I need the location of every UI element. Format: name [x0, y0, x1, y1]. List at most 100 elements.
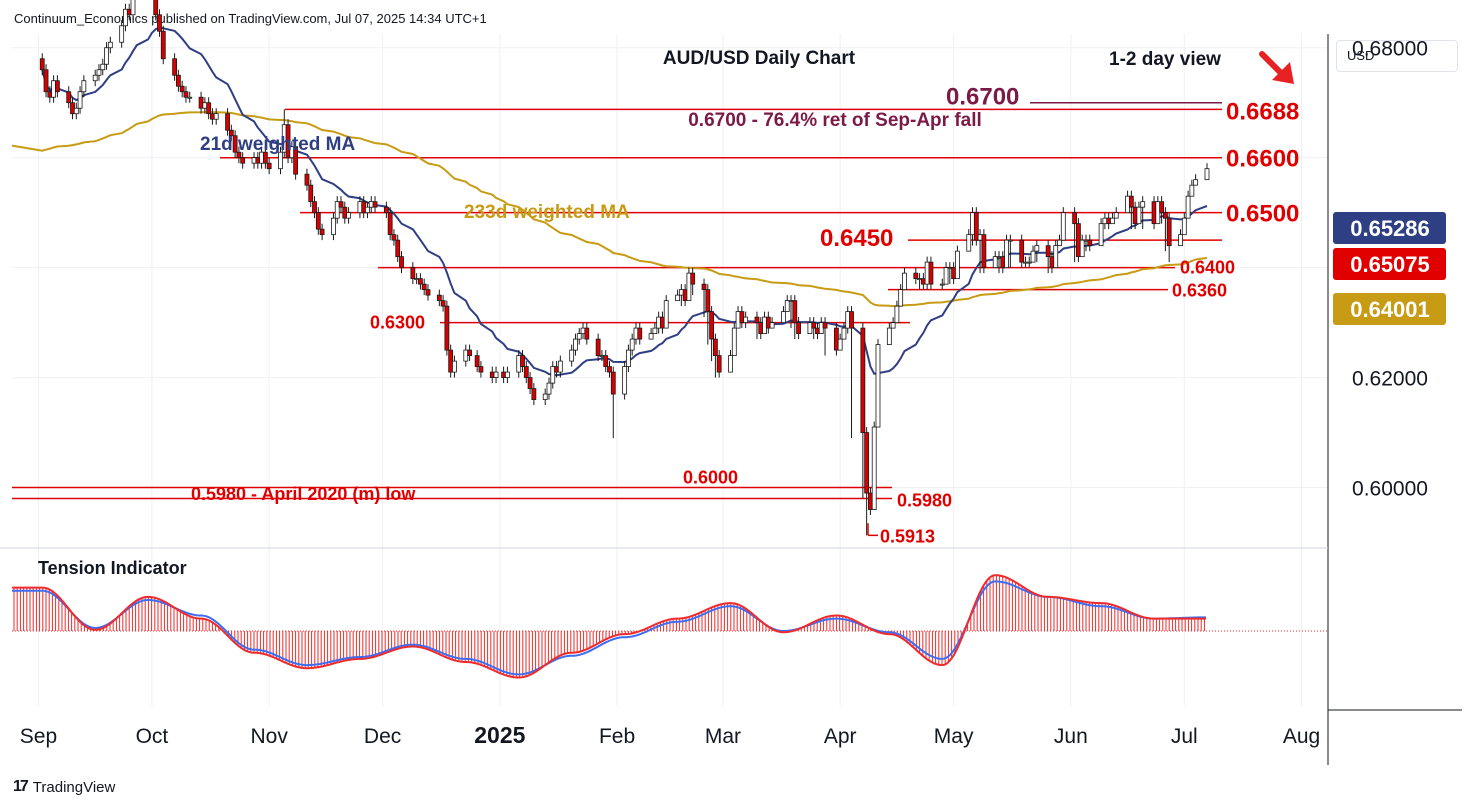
candle	[232, 130, 238, 158]
y-tick-label: 0.62000	[1352, 368, 1428, 391]
candle	[898, 284, 904, 307]
candle	[822, 317, 828, 356]
candle	[92, 69, 98, 87]
candle	[784, 295, 790, 313]
x-tick-label: Dec	[364, 725, 401, 748]
candle	[622, 361, 628, 400]
level-label-06400: 0.6400	[1180, 258, 1235, 278]
level-label-06450: 0.6450	[820, 225, 893, 252]
candle	[81, 75, 87, 98]
candle	[293, 141, 299, 180]
tradingview-logo[interactable]: 17 TradingView	[13, 778, 115, 796]
candle	[943, 262, 949, 285]
level-label-05913: 0.5913	[880, 526, 935, 546]
candle	[781, 306, 786, 324]
candle	[444, 300, 450, 356]
candle	[1045, 240, 1051, 274]
annotation-ma21: 21d weighted MA	[200, 134, 355, 155]
candle	[77, 86, 83, 114]
candle	[576, 328, 582, 345]
annotation-ma233: 233d weighted MA	[464, 202, 630, 223]
candle	[610, 366, 616, 439]
candle	[796, 317, 801, 340]
candle	[1072, 207, 1078, 263]
price-badge: 0.65286	[1333, 212, 1446, 244]
candle	[395, 234, 401, 263]
arrow-down-right-icon	[1259, 51, 1294, 84]
candle	[387, 207, 393, 241]
candle	[886, 322, 892, 345]
candle	[1113, 207, 1119, 219]
candle	[1128, 190, 1134, 230]
candle	[346, 207, 351, 224]
candle	[894, 300, 900, 324]
candle	[871, 421, 877, 510]
candle	[811, 317, 817, 340]
candle	[1030, 245, 1036, 263]
level-label-06360: 0.6360	[1172, 281, 1227, 301]
candle	[626, 344, 631, 373]
tradingview-brand: TradingView	[32, 778, 116, 796]
candle	[992, 251, 998, 269]
tradingview-icon: 17	[13, 778, 29, 795]
level-label-05980: 0.5980	[897, 491, 952, 511]
candle	[187, 91, 193, 103]
candle	[467, 344, 472, 362]
candle	[278, 146, 283, 175]
candle	[595, 333, 601, 362]
candle	[792, 295, 798, 340]
candle	[712, 333, 718, 378]
candle	[1159, 196, 1165, 224]
candle	[584, 322, 590, 345]
candle	[637, 322, 643, 345]
candle	[100, 58, 106, 76]
candle	[266, 157, 272, 175]
candle	[474, 350, 480, 373]
candle	[1162, 207, 1168, 252]
price-badge-text: 0.64001	[1350, 297, 1430, 322]
candles	[39, 0, 1210, 536]
candle	[913, 267, 919, 285]
candle	[399, 251, 404, 274]
candle	[837, 333, 843, 351]
candle	[875, 339, 881, 428]
candle	[603, 350, 609, 373]
level-label-06688: 0.6688	[1226, 98, 1299, 125]
y-tick-label: 0.60000	[1352, 478, 1428, 501]
candle	[410, 262, 416, 285]
candle	[1140, 196, 1146, 230]
candle	[663, 295, 669, 329]
candle	[104, 42, 109, 70]
candle	[890, 317, 896, 329]
candle	[1087, 234, 1093, 252]
candle	[315, 207, 321, 235]
candle	[334, 196, 340, 224]
candle	[1019, 234, 1025, 268]
candle	[1034, 240, 1040, 263]
currency-label: USD	[1347, 48, 1375, 63]
candle	[546, 377, 552, 400]
x-tick-label: Jul	[1171, 725, 1198, 748]
candle	[54, 75, 60, 98]
candle	[701, 278, 707, 318]
candle	[391, 229, 397, 246]
candle	[1004, 234, 1009, 269]
candle	[1189, 179, 1195, 197]
candle	[383, 201, 389, 219]
currency-selector[interactable]: USD	[1336, 40, 1458, 72]
candle	[1185, 190, 1191, 219]
candle	[262, 146, 268, 169]
candle	[73, 102, 79, 120]
candle	[157, 9, 162, 37]
price-badge-text: 0.65286	[1350, 216, 1430, 241]
level-label-06500: 0.6500	[1226, 201, 1299, 228]
candle	[179, 80, 185, 98]
candle	[1193, 174, 1199, 186]
level-label-06600: 0.6600	[1226, 146, 1299, 173]
candle	[43, 64, 49, 98]
candle	[183, 86, 189, 103]
candle	[436, 289, 442, 307]
tension-line-fast	[12, 574, 1206, 679]
candle	[550, 361, 556, 389]
